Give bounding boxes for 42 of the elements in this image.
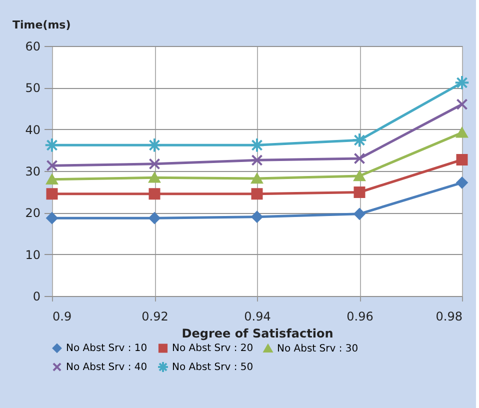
point [354,152,366,164]
x-tick-label: 0.96 [346,310,374,324]
point [148,212,160,224]
point [46,188,58,200]
legend-label: No Abst Srv : 40 [66,362,148,373]
legend-label: No Abst Srv : 30 [277,343,358,354]
point [354,170,366,182]
point [251,154,263,166]
point [148,172,160,183]
point [456,128,468,138]
y-tick-label: 40 [25,122,40,137]
point [251,173,263,184]
point [251,211,263,223]
legend-label: No Abst Srv : 20 [172,343,254,354]
point [148,158,160,170]
point [46,174,58,184]
point [456,176,468,188]
point [251,188,263,200]
legend-label: No Abst Srv : 10 [66,343,148,354]
x-tick-label: 0.92 [142,310,168,324]
x-tick-label: 0.9 [52,310,72,324]
y-tick-label: 50 [25,81,40,96]
y-tick-label: 60 [25,40,40,54]
y-axis-title: Time(ms) [12,18,71,32]
point [352,132,368,148]
x-tick-label: 0.98 [436,310,462,324]
point [44,138,60,153]
point [146,138,162,153]
point [454,75,470,90]
point [354,208,366,220]
x-axis-title: Degree of Satisfaction [182,326,334,340]
point [354,186,366,198]
y-tick-label: 10 [25,248,40,262]
x-tick-label: 0.94 [244,310,271,324]
y-tick-label: 0 [32,290,40,304]
point [249,138,265,153]
point [148,188,160,200]
point [456,98,468,110]
legend-label: No Abst Srv : 50 [172,362,254,373]
y-tick-label: 20 [25,206,40,220]
y-tick-label: 30 [25,164,40,178]
point [456,154,468,166]
